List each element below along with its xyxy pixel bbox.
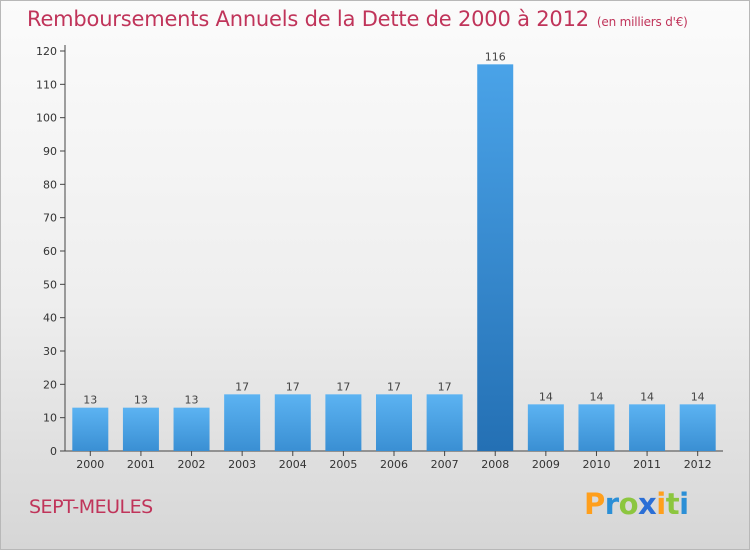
bar [679,404,716,451]
chart-x-ticks: 2000 2001 2002 2003 2004 2005 2006 2007 2008 2009… [76,451,712,471]
bar-value-label: 17 [387,380,401,393]
bar [376,394,412,451]
bar-value-label: 14 [640,390,654,403]
x-tick-label: 2009 [532,458,560,471]
bar [578,404,615,451]
chart-data-labels: 13 13 13 17 17 17 17 17 116 14 14 14 14 [83,50,704,406]
chart-subtitle: (en milliers d'€) [596,15,688,29]
y-tick-label: 10 [43,412,57,425]
bar [325,394,362,451]
y-tick-label: 80 [43,178,57,191]
chart-y-ticks: 0 10 20 30 40 50 60 70 80 90 100 110 120 [36,45,65,458]
bar-value-label: 13 [185,394,199,407]
bar-value-label: 116 [485,50,506,63]
chart-title-text: Remboursements Annuels de la Dette de 20… [27,7,589,31]
logo-letter: o [618,487,639,521]
bar [477,64,514,452]
bar [629,404,666,451]
bar [274,394,311,451]
chart-title: Remboursements Annuels de la Dette de 20… [27,7,688,31]
y-tick-label: 110 [36,78,57,91]
y-tick-label: 30 [43,345,57,358]
x-tick-label: 2003 [228,458,256,471]
x-tick-label: 2007 [431,458,459,471]
y-tick-label: 20 [43,378,57,391]
logo-letter: t [665,487,680,521]
y-tick-label: 40 [43,312,57,325]
bar-value-label: 17 [438,380,452,393]
chart-bars [72,64,716,452]
bar-value-label: 14 [539,390,553,403]
bar-value-label: 14 [691,390,705,403]
bar [426,394,463,451]
bar [122,407,159,451]
y-tick-label: 0 [50,445,57,458]
bar-value-label: 17 [336,380,350,393]
bar [72,407,109,451]
logo-letter: x [638,487,657,521]
commune-name: SEPT-MEULES [29,496,153,518]
bar [527,404,564,451]
bar [224,394,261,451]
bar-value-label: 13 [134,394,148,407]
x-tick-label: 2010 [582,458,610,471]
x-tick-label: 2006 [380,458,408,471]
bar-value-label: 17 [286,380,300,393]
y-tick-label: 70 [43,212,57,225]
y-tick-label: 50 [43,278,57,291]
y-tick-label: 120 [36,45,57,58]
x-tick-label: 2005 [329,458,357,471]
y-tick-label: 60 [43,245,57,258]
logo-letter: P [584,487,605,521]
logo-letter: r [604,487,619,521]
x-tick-label: 2004 [279,458,307,471]
x-tick-label: 2008 [481,458,509,471]
x-tick-label: 2011 [633,458,661,471]
x-tick-label: 2002 [178,458,206,471]
x-tick-label: 2001 [127,458,155,471]
x-tick-label: 2000 [76,458,104,471]
proxiti-logo: Proxiti [584,487,689,521]
logo-letter: i [656,487,666,521]
bar [173,407,210,451]
y-tick-label: 100 [36,112,57,125]
bar-value-label: 17 [235,380,249,393]
logo-letter: i [679,487,689,521]
y-tick-label: 90 [43,145,57,158]
x-tick-label: 2012 [684,458,712,471]
bar-value-label: 14 [589,390,603,403]
bar-value-label: 13 [83,394,97,407]
